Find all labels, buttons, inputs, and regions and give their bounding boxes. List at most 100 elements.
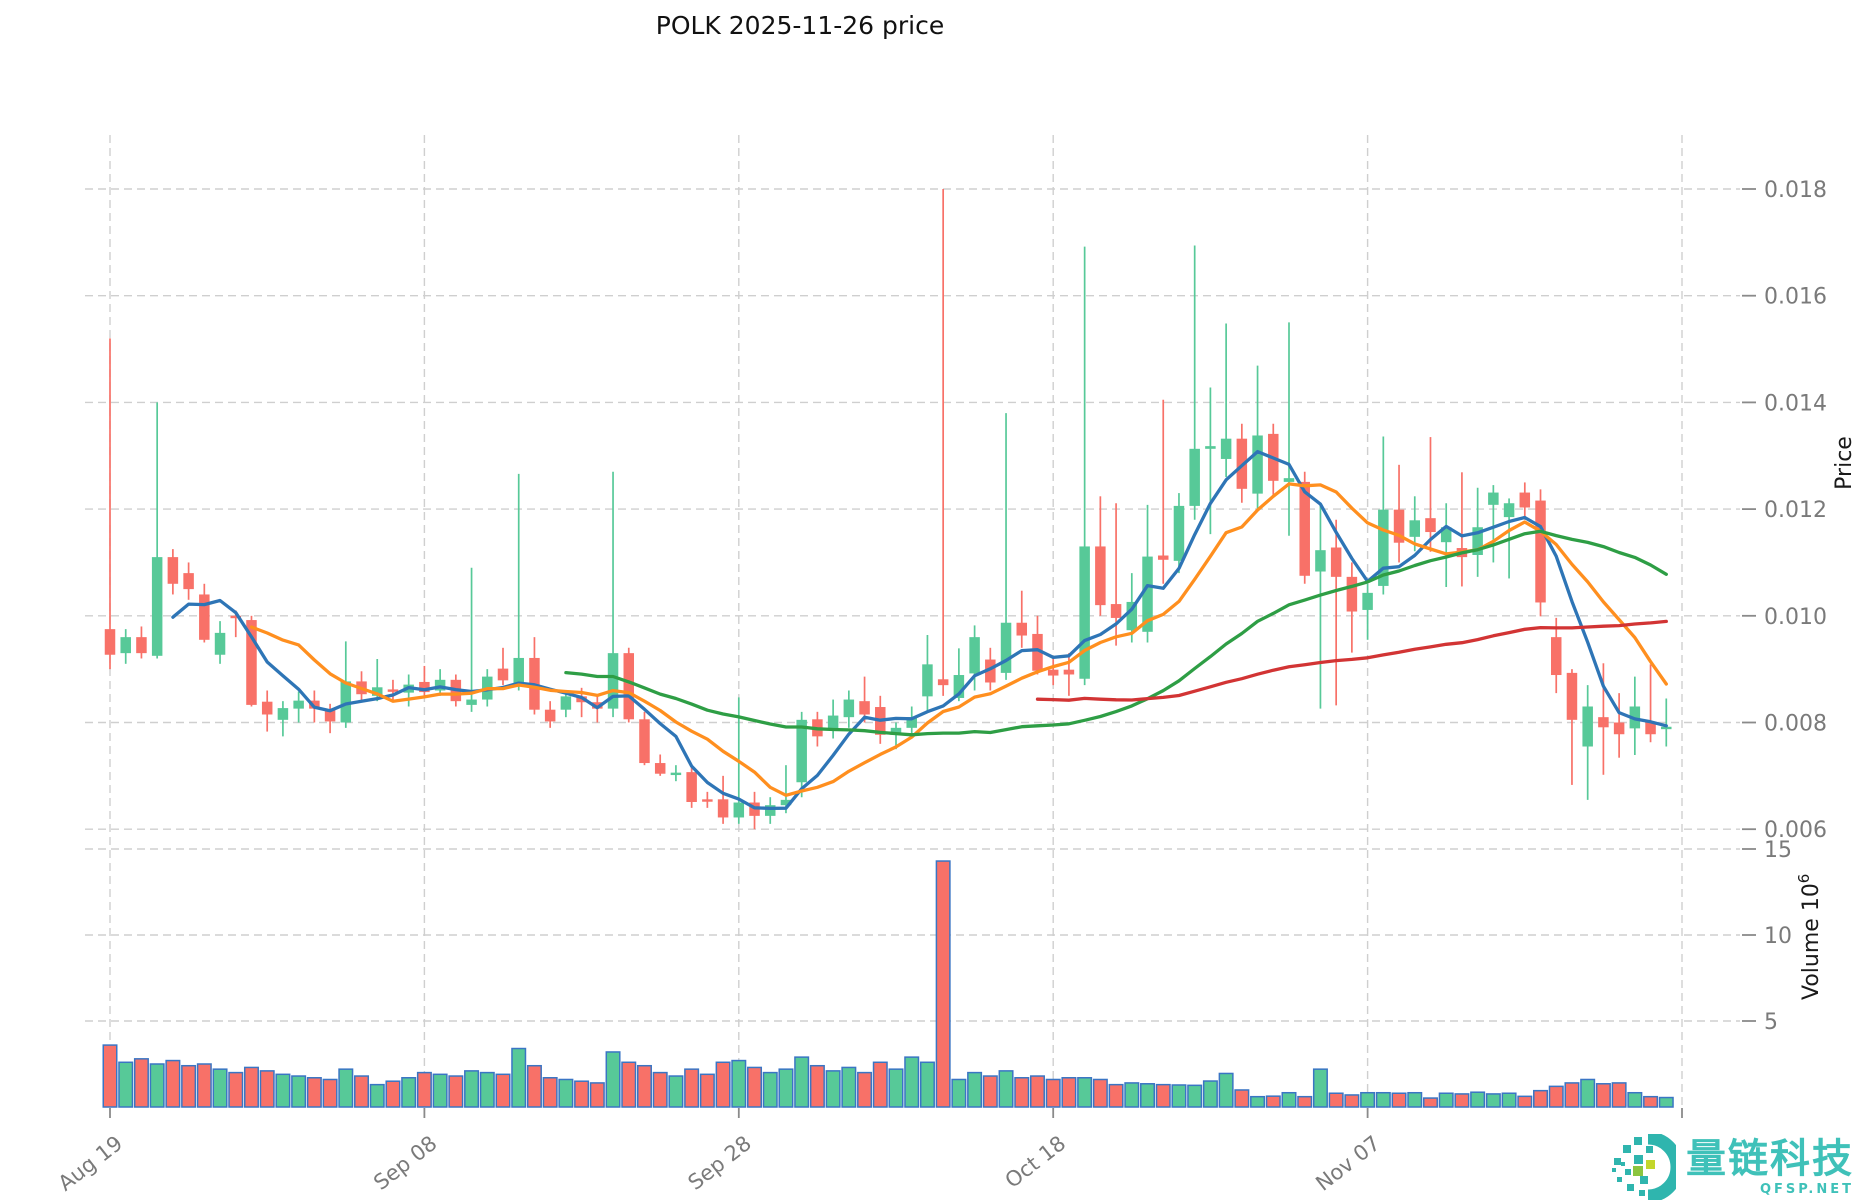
candle-body-up [1378,509,1389,586]
candle-body-down [136,637,147,654]
volume-bar-down [684,1068,700,1108]
volume-bar-up [1124,1082,1140,1108]
candle-body-down [717,799,729,818]
candle-body-up [780,799,792,806]
candle-body-down [937,679,949,686]
candle-body-up [1315,550,1326,572]
price-tick-label: 0.010 [1764,605,1827,630]
volume-tick-label: 10 [1764,924,1792,949]
watermark-brand: 量链科技 [1686,1135,1854,1182]
volume-bar-up [951,1078,967,1108]
candle-body-up [906,717,917,728]
candle-body-up [120,637,131,654]
volume-bar-up [794,1056,810,1108]
volume-bar-down [621,1061,637,1108]
candle-body-down [1425,518,1436,533]
price-axis-label: Price [1832,436,1857,490]
candle-body-down [1157,555,1169,560]
volume-bar-down [102,1044,118,1108]
candle-body-down [183,573,194,590]
volume-bar-up [605,1051,621,1108]
candle-body-up [1000,622,1012,673]
volume-bar-up [1501,1092,1517,1108]
candle-body-down [1613,722,1625,735]
volume-bar-down [165,1059,181,1108]
volume-bar-down [1643,1095,1659,1108]
volume-bar-down [574,1080,590,1108]
volume-bar-up [1202,1080,1218,1108]
volume-bar-down [935,860,951,1108]
x-tick-label: Sep 08 [369,1131,441,1195]
volume-bar-up [1250,1095,1266,1108]
volume-bar-up [668,1075,684,1108]
candle-body-down [686,772,697,802]
candle-body-down [324,709,336,722]
volume-bar-up [369,1083,385,1108]
volume-bar-down [1155,1083,1171,1108]
volume-bar-up [967,1071,983,1108]
volume-bar-down [699,1073,715,1108]
candle-body-down [1566,672,1578,720]
volume-bar-up [1485,1093,1501,1108]
volume-layer [102,860,1674,1108]
volume-tick-label: 15 [1764,838,1792,863]
volume-bar-up [825,1070,841,1108]
candle-body-up [1252,435,1263,494]
volume-bar-up [1140,1083,1156,1108]
volume-bar-down [196,1063,212,1108]
candle-body-up [434,679,446,691]
volume-bar-up [558,1078,574,1108]
volume-bar-down [1265,1095,1281,1108]
candle-body-down [1519,492,1531,508]
volume-bar-down [228,1071,244,1108]
volume-bar-up [778,1068,794,1108]
candle-body-down [1598,717,1609,728]
candle-body-up [293,700,304,709]
candle-body-up [796,719,807,783]
moving-averages-layer [171,449,1668,811]
candle-body-up [1173,505,1185,561]
volume-bar-down [322,1078,338,1108]
volume-bar-up [1407,1091,1423,1108]
volume-bar-down [354,1075,370,1108]
x-tick-label: Nov 07 [1311,1131,1384,1196]
volume-bar-up [1312,1068,1328,1108]
candle-body-down [497,668,509,681]
volume-bar-down [652,1071,668,1108]
volume-bar-down [747,1066,763,1108]
volume-bar-up [1658,1096,1674,1108]
candle-body-up [1661,726,1672,730]
volume-bar-down [1454,1093,1470,1108]
volume-bar-down [1092,1078,1108,1108]
candle-body-up [969,637,980,674]
candle-body-down [1016,622,1028,636]
candle-body-down [654,763,666,774]
candle-body-up [466,699,477,705]
candle-body-up [151,557,163,656]
volume-bar-up [1375,1091,1391,1108]
volume-bar-up [511,1047,527,1108]
x-tick-label: Sep 28 [684,1131,756,1195]
volume-bar-down [243,1066,259,1108]
candle-body-up [1189,448,1200,506]
volume-bar-down [1564,1082,1580,1108]
candle-body-up [1582,706,1593,747]
volume-bar-up [888,1068,904,1108]
volume-bar-up [1360,1091,1376,1108]
candle-body-up [670,772,682,776]
candle-body-down [592,702,603,709]
volume-bar-up [118,1061,134,1108]
grid-layer [85,135,1740,1107]
volume-bar-down [1014,1077,1030,1108]
volume-bar-up [1187,1084,1203,1108]
volume-bar-up [731,1059,747,1108]
volume-bar-down [857,1071,873,1108]
volume-bar-down [259,1070,275,1108]
volume-bar-up [212,1068,228,1108]
candle-body-down [1393,509,1405,543]
candle-body-down [544,709,556,722]
candle-body-down [639,719,650,764]
volume-bar-down [589,1082,605,1108]
volume-bar-down [306,1077,322,1108]
volume-bar-down [1029,1075,1045,1108]
